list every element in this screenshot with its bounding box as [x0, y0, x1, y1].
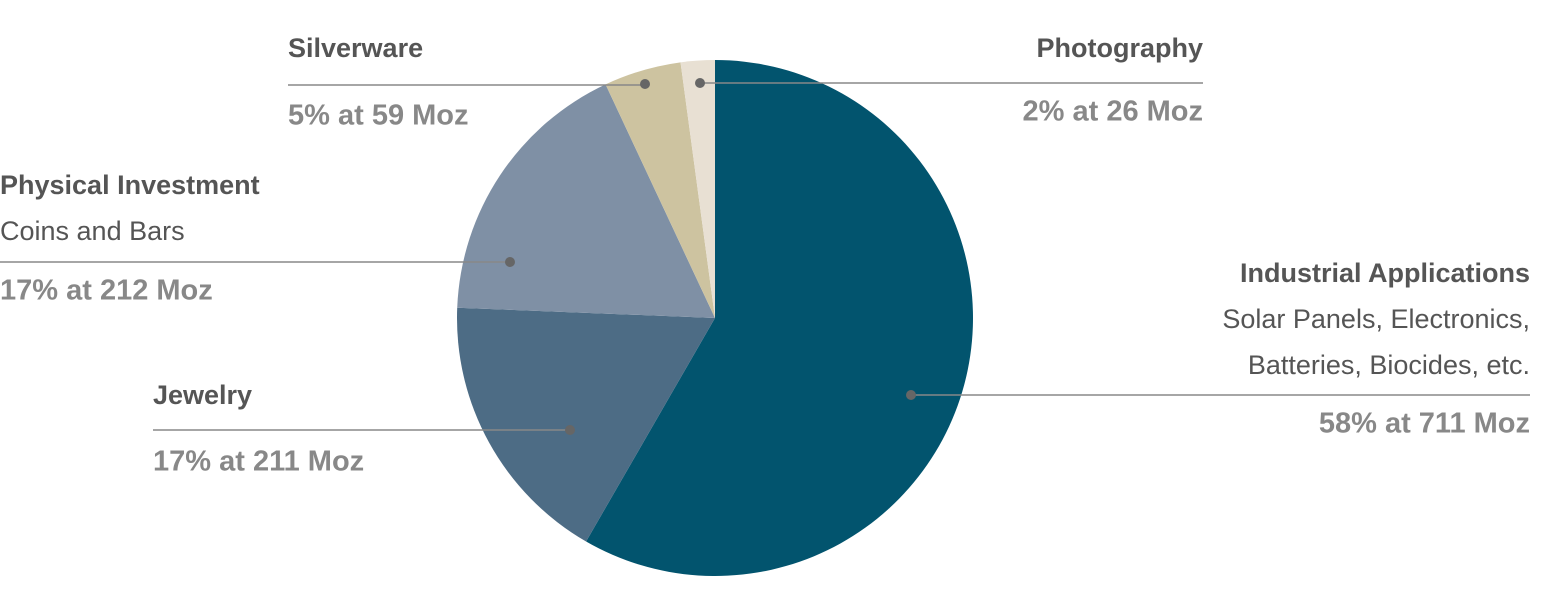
- value-label: 58% at 711 Moz: [1319, 408, 1530, 440]
- value-label: 17% at 211 Moz: [153, 446, 364, 478]
- value-label: 2% at 26 Moz: [1023, 96, 1204, 128]
- value-label: 17% at 212 Moz: [0, 275, 213, 307]
- pie-slice: [457, 84, 715, 319]
- category-description: Solar Panels, Electronics,: [1222, 304, 1530, 334]
- category-description: Batteries, Biocides, etc.: [1248, 350, 1530, 380]
- category-label: Photography: [1037, 33, 1204, 63]
- leader-dot: [640, 79, 650, 89]
- category-label: Jewelry: [153, 380, 252, 410]
- pie-slice: [605, 62, 715, 318]
- leader-dot: [695, 78, 705, 88]
- category-label: Industrial Applications: [1240, 258, 1530, 288]
- pie-slice: [586, 60, 973, 576]
- category-description: Coins and Bars: [0, 216, 185, 246]
- leader-dot: [505, 257, 515, 267]
- pie-slice: [680, 60, 715, 318]
- pie-slice: [457, 307, 715, 542]
- leader-dot: [565, 425, 575, 435]
- category-label: Physical Investment: [0, 170, 260, 200]
- category-label: Silverware: [288, 33, 423, 63]
- leader-dot: [906, 390, 916, 400]
- value-label: 5% at 59 Moz: [288, 100, 469, 132]
